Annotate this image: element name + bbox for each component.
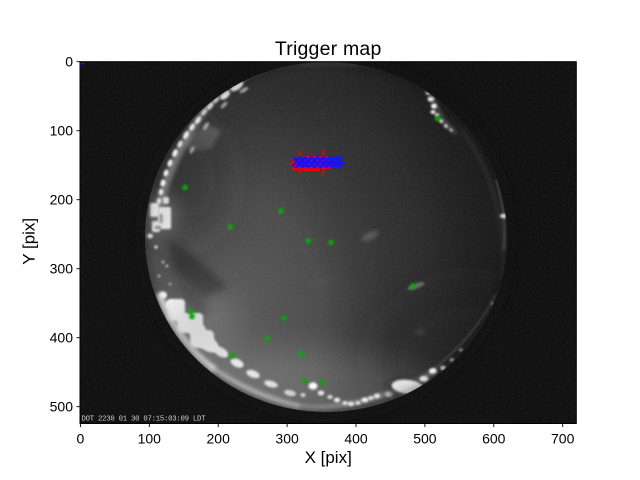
svg-text:Y [pix]: Y [pix] — [20, 218, 39, 265]
svg-text:0: 0 — [77, 431, 85, 447]
svg-text:600: 600 — [482, 431, 506, 447]
svg-text:200: 200 — [207, 431, 231, 447]
svg-text:200: 200 — [50, 192, 74, 208]
svg-text:700: 700 — [551, 431, 575, 447]
svg-text:300: 300 — [275, 431, 299, 447]
svg-text:500: 500 — [413, 431, 437, 447]
svg-text:300: 300 — [50, 261, 74, 277]
svg-text:400: 400 — [344, 431, 368, 447]
svg-text:X [pix]: X [pix] — [305, 448, 352, 467]
svg-text:100: 100 — [138, 431, 162, 447]
svg-text:400: 400 — [50, 330, 74, 346]
svg-text:100: 100 — [50, 123, 74, 139]
svg-text:0: 0 — [65, 54, 73, 70]
svg-text:DOT 2230 01 30 07:15:03:09 LDT: DOT 2230 01 30 07:15:03:09 LDT — [82, 415, 207, 423]
svg-text:Trigger map: Trigger map — [275, 38, 382, 60]
svg-text:500: 500 — [50, 399, 74, 415]
